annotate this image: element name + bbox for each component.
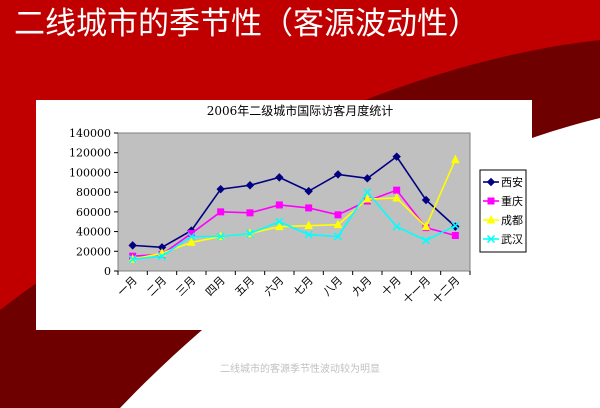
legend-label: 西安 [501, 175, 523, 189]
data-point [216, 232, 225, 241]
legend-entry: 西安 [483, 175, 523, 189]
data-point [451, 232, 459, 240]
data-point [421, 236, 431, 245]
legend-marker [487, 197, 495, 205]
data-point [333, 219, 343, 229]
legend-label: 成都 [501, 214, 523, 227]
data-point [333, 170, 343, 179]
data-point [245, 229, 255, 238]
data-point [245, 181, 255, 190]
series-layer [128, 152, 460, 264]
legend-label: 武汉 [501, 233, 523, 246]
data-point [304, 220, 313, 230]
data-point [275, 217, 284, 226]
data-point [451, 154, 460, 164]
data-point [421, 221, 431, 231]
data-point [275, 173, 284, 182]
legend-entry: 成都 [483, 214, 523, 227]
y-axis: 0 20000 40000 60000 80000 100000 120000 140000 [69, 127, 118, 278]
data-point [392, 152, 401, 161]
data-point [246, 209, 254, 217]
chart-title: 2006年二级城市国际访客月度统计 [207, 103, 394, 118]
y-tick-label: 60000 [76, 206, 111, 219]
data-point [392, 192, 401, 202]
series-line [132, 159, 457, 260]
data-point [128, 241, 137, 250]
y-tick-label: 100000 [69, 166, 111, 179]
legend-label: 重庆 [501, 194, 523, 208]
data-point [157, 252, 167, 261]
legend-marker [486, 177, 496, 187]
data-point [275, 201, 283, 209]
data-point [451, 221, 460, 230]
y-tick-label: 80000 [76, 186, 111, 199]
data-point [333, 232, 343, 241]
slide-footer: 二线城市的客源季节性波动较为明显 [220, 364, 380, 375]
y-tick-label: 140000 [69, 127, 111, 140]
legend-entry: 武汉 [483, 233, 523, 246]
series-4 [128, 188, 460, 264]
data-point [363, 193, 372, 203]
series-line [132, 190, 456, 260]
data-point [304, 186, 313, 196]
series-1 [128, 152, 460, 252]
legend-entry: 重庆 [483, 194, 523, 208]
data-point [217, 208, 225, 216]
data-point [393, 186, 401, 194]
data-point [304, 230, 313, 239]
data-point [275, 221, 284, 231]
data-point [392, 222, 401, 231]
series-line [132, 155, 456, 249]
data-point [363, 174, 372, 183]
data-point [421, 195, 431, 205]
data-point [187, 232, 196, 241]
y-tick-label: 40000 [76, 226, 111, 239]
data-point [363, 188, 372, 197]
series-line [132, 189, 456, 258]
legend-marker [486, 214, 496, 224]
y-tick-label: 120000 [69, 147, 111, 160]
data-point [187, 237, 196, 246]
data-point [128, 255, 137, 264]
y-tick-label: 20000 [76, 245, 111, 258]
data-point [334, 211, 342, 219]
data-point [305, 204, 313, 212]
y-tick-label: 0 [104, 265, 111, 278]
legend-marker [486, 234, 496, 244]
slide-title: 二线城市的季节性（客源波动性） [14, 6, 479, 42]
data-point [216, 184, 225, 194]
